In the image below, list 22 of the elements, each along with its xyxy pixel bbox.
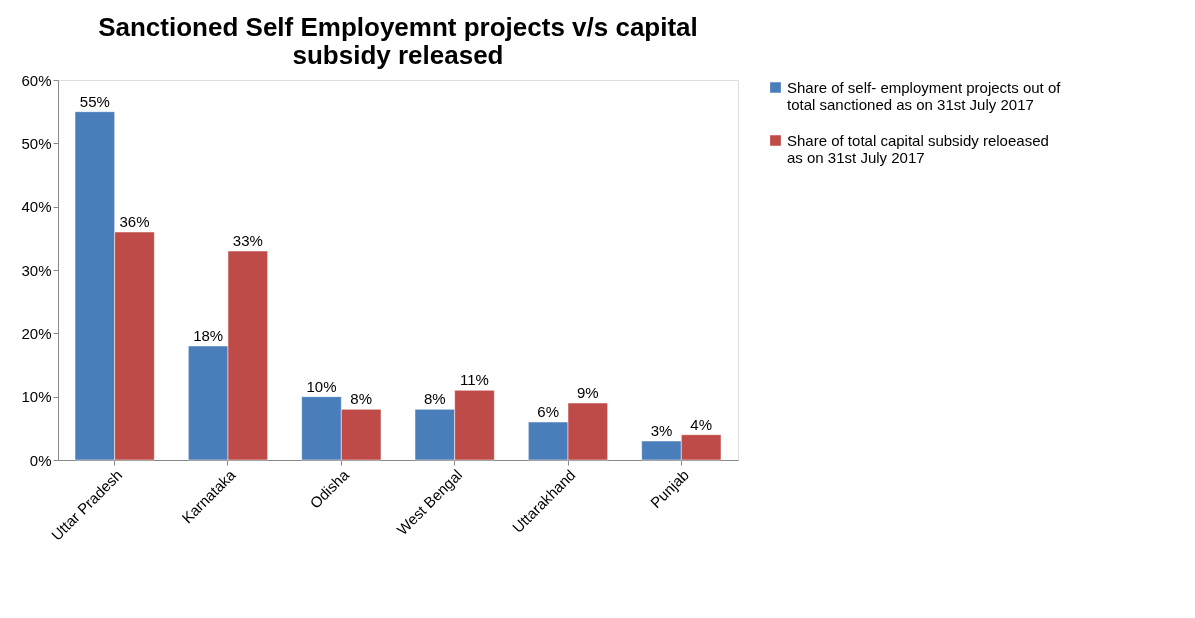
legend-label: Share of self- employment projects out of total sanctioned as on 31st July 2017 xyxy=(787,78,1062,113)
y-tick-label: 0% xyxy=(29,451,52,469)
legend-label: Share of total capital subsidy reloeased as on 31st July 2017 xyxy=(787,131,1049,166)
y-tick-label: 20% xyxy=(21,324,52,342)
y-tick-label: 60% xyxy=(21,71,52,89)
y-tick-label: 10% xyxy=(21,388,52,406)
data-label: 4% xyxy=(690,415,713,433)
y-tick-label: 30% xyxy=(21,261,52,279)
y-tick-label: 50% xyxy=(21,134,52,152)
data-label: 3% xyxy=(650,422,673,439)
data-label: 11% xyxy=(460,371,489,389)
data-label: 55% xyxy=(79,92,110,110)
data-label: 8% xyxy=(350,390,373,408)
data-label: 18% xyxy=(193,327,224,344)
y-tick-label: 40% xyxy=(21,198,52,216)
chart-title: Sanctioned Self Employemnt projects v/s capital subsidy released xyxy=(98,12,698,70)
data-label: 36% xyxy=(119,213,150,230)
data-label: 6% xyxy=(537,403,560,420)
data-label: 10% xyxy=(306,377,337,395)
data-label: 33% xyxy=(232,232,263,249)
data-label: 8% xyxy=(423,390,446,408)
data-label: 9% xyxy=(576,384,599,401)
